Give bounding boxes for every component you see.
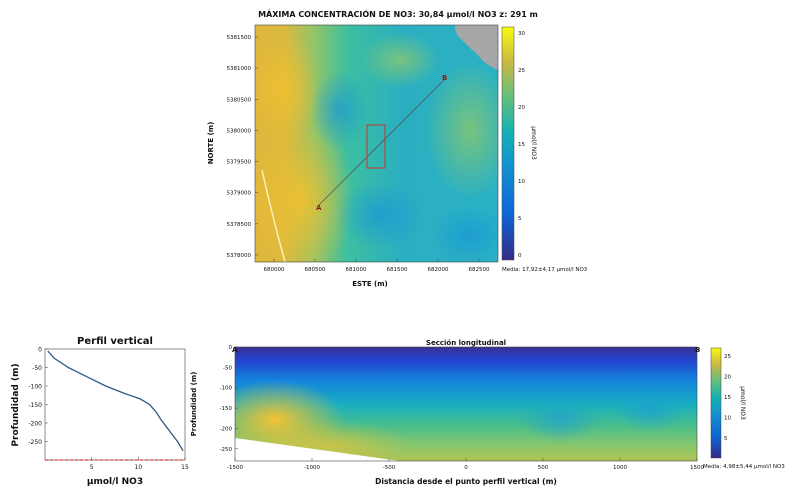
map-x-tick-label: 680000 — [264, 267, 285, 273]
map-x-ticks: 680000 680500 681000 681500 682000 682500 — [264, 259, 490, 273]
map-colorbar — [501, 26, 515, 261]
profile-x-label: μmol/l NO3 — [87, 477, 143, 487]
profile-series-line — [47, 350, 184, 452]
map-y-label: NORTE (m) — [207, 122, 215, 165]
section-colorbar — [710, 347, 722, 459]
map-marker-a: A — [316, 204, 322, 212]
section-marker-a: A — [232, 346, 238, 354]
section-x-tick-label: -1500 — [227, 465, 243, 471]
section-y-tick-label: -250 — [220, 447, 233, 453]
profile-y-tick-label: -250 — [28, 439, 42, 446]
section-colorbar-label: μmol/l NO3 — [739, 386, 746, 420]
profile-title: Perfil vertical — [77, 336, 153, 347]
section-x-tick-label: 1500 — [690, 465, 704, 471]
map-marker-b: B — [442, 74, 447, 82]
profile-y-tick-label: -100 — [28, 384, 42, 391]
profile-y-tick-label: -150 — [28, 402, 42, 409]
profile-y-tick-label: -50 — [32, 365, 42, 372]
map-colorbar-tick-label: 10 — [518, 179, 525, 185]
map-colorbar-tick-label: 30 — [518, 31, 525, 37]
section-colorbar-tick-label: 10 — [724, 416, 731, 422]
profile-y-ticks: 0 -50 -100 -150 -200 -250 — [28, 347, 48, 446]
profile-x-tick-label: 10 — [135, 464, 143, 471]
section-line — [317, 77, 447, 207]
section-x-ticks: -1500 -1000 -500 0 500 1000 1500 — [227, 458, 704, 471]
section-y-tick-label: 0 — [229, 345, 233, 351]
map-y-tick-label: 5378500 — [227, 222, 252, 228]
map-x-tick-label: 681500 — [387, 267, 408, 273]
map-x-tick-label: 680500 — [305, 267, 326, 273]
section-y-ticks: 0 -50 -100 -150 -200 -250 — [220, 345, 238, 453]
map-x-label: ESTE (m) — [352, 280, 388, 288]
map-colorbar-tick-label: 5 — [518, 216, 522, 222]
section-y-tick-label: -100 — [220, 386, 233, 392]
section-colorbar-tick-label: 20 — [724, 375, 731, 381]
section-x-label: Distancia desde el punto perfil vertical… — [375, 477, 557, 486]
profile-x-tick-label: 5 — [90, 464, 94, 471]
map-y-tick-label: 5380500 — [227, 97, 252, 103]
map-x-tick-label: 681000 — [346, 267, 367, 273]
profile-y-tick-label: 0 — [38, 347, 42, 354]
map-heatmap — [255, 25, 498, 262]
section-colorbar-ticks: 25 20 15 10 5 — [724, 354, 731, 442]
map-x-tick-label: 682000 — [428, 267, 449, 273]
profile-y-tick-label: -200 — [28, 421, 42, 428]
map-y-ticks: 5381500 5381000 5380500 5380000 5379500 53790… — [227, 35, 258, 259]
map-y-tick-label: 5381000 — [227, 66, 252, 72]
section-mean-note: Media: 4,98±5,44 μmol/l NO3 — [703, 464, 785, 470]
map-y-tick-label: 5379500 — [227, 160, 252, 166]
map-y-tick-label: 5378000 — [227, 253, 252, 259]
profile-box — [366, 124, 386, 169]
section-colorbar-tick-label: 15 — [724, 395, 731, 401]
profile-y-label: Profundidad (m) — [11, 363, 21, 446]
section-y-tick-label: -200 — [220, 426, 233, 432]
section-x-tick-label: 1000 — [613, 465, 627, 471]
map-y-tick-label: 5381500 — [227, 35, 252, 41]
section-seabed — [235, 438, 400, 461]
section-title: Sección longitudinal — [426, 339, 506, 347]
section-x-tick-label: -500 — [383, 465, 396, 471]
section-heatmap — [235, 347, 697, 461]
map-colorbar-tick-label: 25 — [518, 68, 525, 74]
section-marker-b: B — [695, 346, 700, 354]
land-area — [455, 25, 498, 70]
section-colorbar-tick-label: 5 — [724, 436, 728, 442]
map-colorbar-label: μmol/l NO3 — [530, 126, 537, 160]
map-x-tick-label: 682500 — [469, 267, 490, 273]
section-x-tick-label: 500 — [538, 465, 549, 471]
section-y-tick-label: -50 — [223, 365, 232, 371]
map-y-tick-label: 5380000 — [227, 128, 252, 134]
map-frame — [254, 24, 499, 263]
section-colorbar-tick-label: 25 — [724, 354, 731, 360]
map-colorbar-tick-label: 20 — [518, 105, 525, 111]
map-title: MÁXIMA CONCENTRACIÓN DE NO3: 30,84 μmol/… — [258, 8, 538, 19]
section-x-tick-label: 0 — [464, 465, 468, 471]
profile-x-ticks: 5 10 15 — [90, 457, 189, 471]
map-colorbar-tick-label: 0 — [518, 253, 522, 259]
section-y-label: Profundidad (m) — [190, 372, 198, 437]
map-colorbar-tick-label: 15 — [518, 142, 525, 148]
map-colorbar-ticks: 30 25 20 15 10 5 0 — [518, 31, 525, 259]
profile-x-tick-label: 15 — [181, 464, 189, 471]
section-x-tick-label: -1000 — [304, 465, 320, 471]
section-y-tick-label: -150 — [220, 406, 233, 412]
map-y-tick-label: 5379000 — [227, 191, 252, 197]
map-mean-note: Media: 17,92±4,17 μmol/l NO3 — [502, 267, 588, 273]
